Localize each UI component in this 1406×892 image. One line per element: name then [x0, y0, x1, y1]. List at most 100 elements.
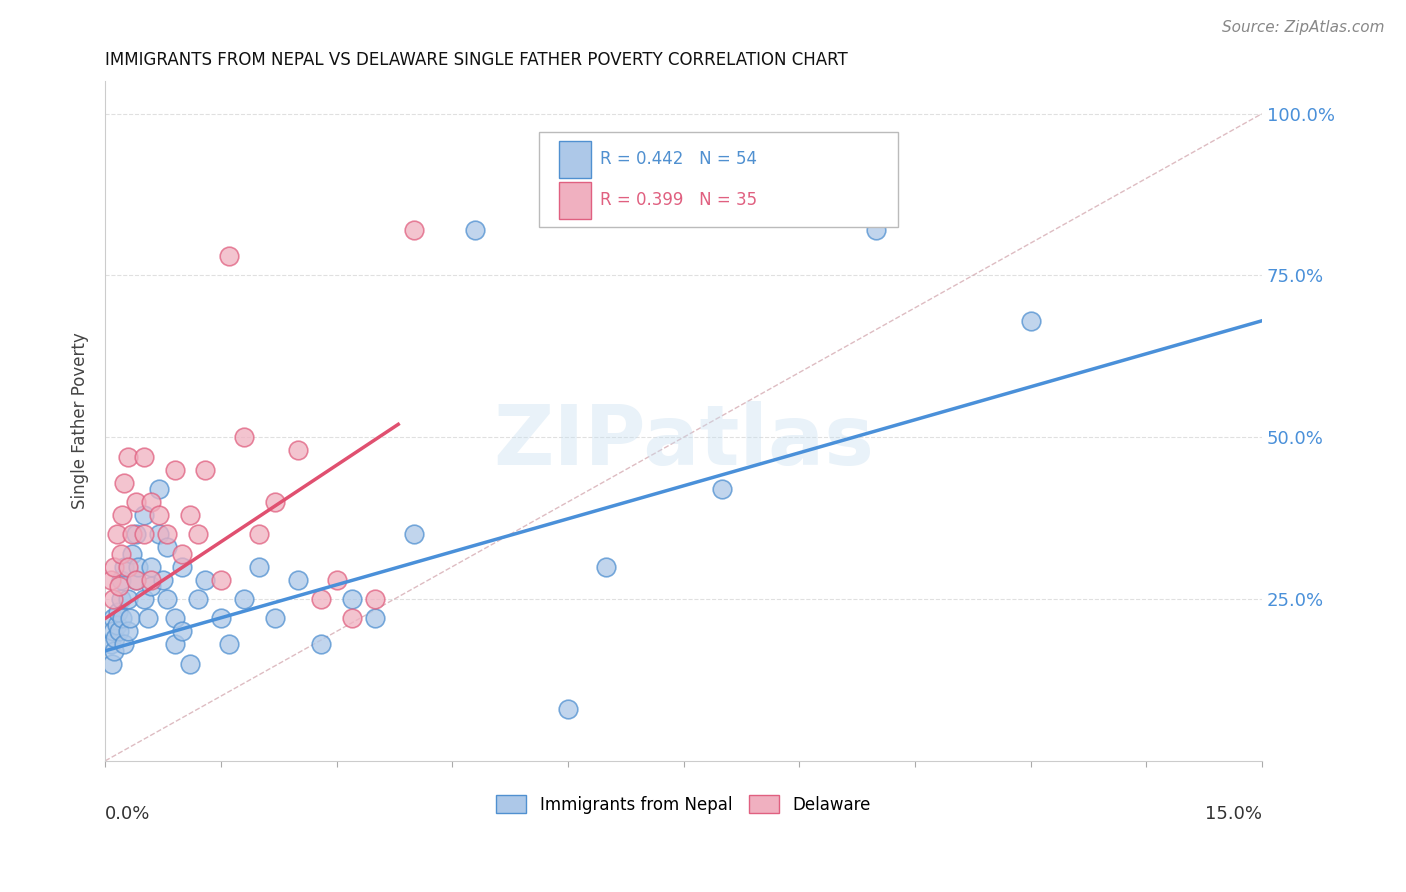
- Point: [163, 611, 186, 625]
- Point: [249, 527, 271, 541]
- Point: [108, 579, 131, 593]
- Point: [156, 541, 179, 555]
- Point: [132, 592, 155, 607]
- Point: [340, 611, 363, 625]
- Point: [104, 631, 127, 645]
- Point: [110, 547, 132, 561]
- Text: ZIPatlas: ZIPatlas: [494, 401, 875, 482]
- Point: [172, 547, 194, 561]
- Point: [340, 592, 363, 607]
- Point: [111, 508, 134, 522]
- Point: [121, 527, 143, 541]
- Point: [209, 611, 232, 625]
- Point: [233, 592, 256, 607]
- Text: R = 0.442   N = 54: R = 0.442 N = 54: [600, 151, 758, 169]
- Point: [595, 559, 617, 574]
- Point: [114, 475, 136, 490]
- Point: [187, 592, 209, 607]
- Point: [100, 637, 122, 651]
- Point: [101, 611, 124, 625]
- Point: [364, 611, 387, 625]
- Point: [218, 249, 240, 263]
- Point: [187, 527, 209, 541]
- Point: [114, 559, 136, 574]
- Y-axis label: Single Father Poverty: Single Father Poverty: [72, 333, 89, 509]
- Text: 15.0%: 15.0%: [1205, 805, 1263, 823]
- Point: [148, 482, 170, 496]
- Point: [117, 592, 139, 607]
- Text: IMMIGRANTS FROM NEPAL VS DELAWARE SINGLE FATHER POVERTY CORRELATION CHART: IMMIGRANTS FROM NEPAL VS DELAWARE SINGLE…: [105, 51, 848, 69]
- Point: [101, 657, 124, 671]
- Point: [125, 573, 148, 587]
- Legend: Immigrants from Nepal, Delaware: Immigrants from Nepal, Delaware: [496, 796, 870, 814]
- FancyBboxPatch shape: [558, 182, 591, 219]
- Point: [309, 592, 332, 607]
- Point: [132, 508, 155, 522]
- Point: [127, 559, 149, 574]
- Point: [263, 611, 285, 625]
- Point: [141, 495, 163, 509]
- Text: Source: ZipAtlas.com: Source: ZipAtlas.com: [1222, 20, 1385, 35]
- Point: [101, 624, 124, 639]
- Point: [172, 624, 194, 639]
- Point: [117, 559, 139, 574]
- Point: [156, 592, 179, 607]
- Text: 0.0%: 0.0%: [105, 805, 150, 823]
- Point: [402, 527, 425, 541]
- Point: [325, 573, 347, 587]
- Point: [156, 527, 179, 541]
- Point: [179, 657, 201, 671]
- Point: [125, 573, 148, 587]
- Point: [163, 637, 186, 651]
- Point: [108, 624, 131, 639]
- Point: [118, 611, 141, 625]
- FancyBboxPatch shape: [538, 132, 897, 227]
- Point: [132, 527, 155, 541]
- Point: [103, 559, 125, 574]
- Point: [233, 430, 256, 444]
- Point: [194, 462, 217, 476]
- Point: [1019, 314, 1042, 328]
- Point: [132, 450, 155, 464]
- Point: [172, 559, 194, 574]
- Point: [148, 508, 170, 522]
- Point: [152, 573, 174, 587]
- Point: [249, 559, 271, 574]
- Point: [865, 223, 887, 237]
- Point: [110, 592, 132, 607]
- Point: [263, 495, 285, 509]
- Point: [194, 573, 217, 587]
- Point: [364, 592, 387, 607]
- Point: [287, 443, 309, 458]
- Point: [148, 527, 170, 541]
- Point: [103, 644, 125, 658]
- Point: [711, 482, 734, 496]
- Point: [136, 611, 159, 625]
- Point: [141, 559, 163, 574]
- Point: [141, 579, 163, 593]
- Point: [105, 527, 128, 541]
- Point: [125, 527, 148, 541]
- Point: [111, 611, 134, 625]
- Point: [464, 223, 486, 237]
- Point: [141, 573, 163, 587]
- Point: [287, 573, 309, 587]
- Point: [101, 592, 124, 607]
- Point: [309, 637, 332, 651]
- Point: [110, 573, 132, 587]
- Point: [107, 605, 129, 619]
- Point: [117, 450, 139, 464]
- FancyBboxPatch shape: [558, 141, 591, 178]
- Point: [209, 573, 232, 587]
- Point: [125, 495, 148, 509]
- Point: [100, 573, 122, 587]
- Point: [114, 637, 136, 651]
- Point: [218, 637, 240, 651]
- Point: [121, 547, 143, 561]
- Point: [179, 508, 201, 522]
- Text: R = 0.399   N = 35: R = 0.399 N = 35: [600, 191, 758, 210]
- Point: [117, 624, 139, 639]
- Point: [105, 618, 128, 632]
- Point: [163, 462, 186, 476]
- Point: [557, 702, 579, 716]
